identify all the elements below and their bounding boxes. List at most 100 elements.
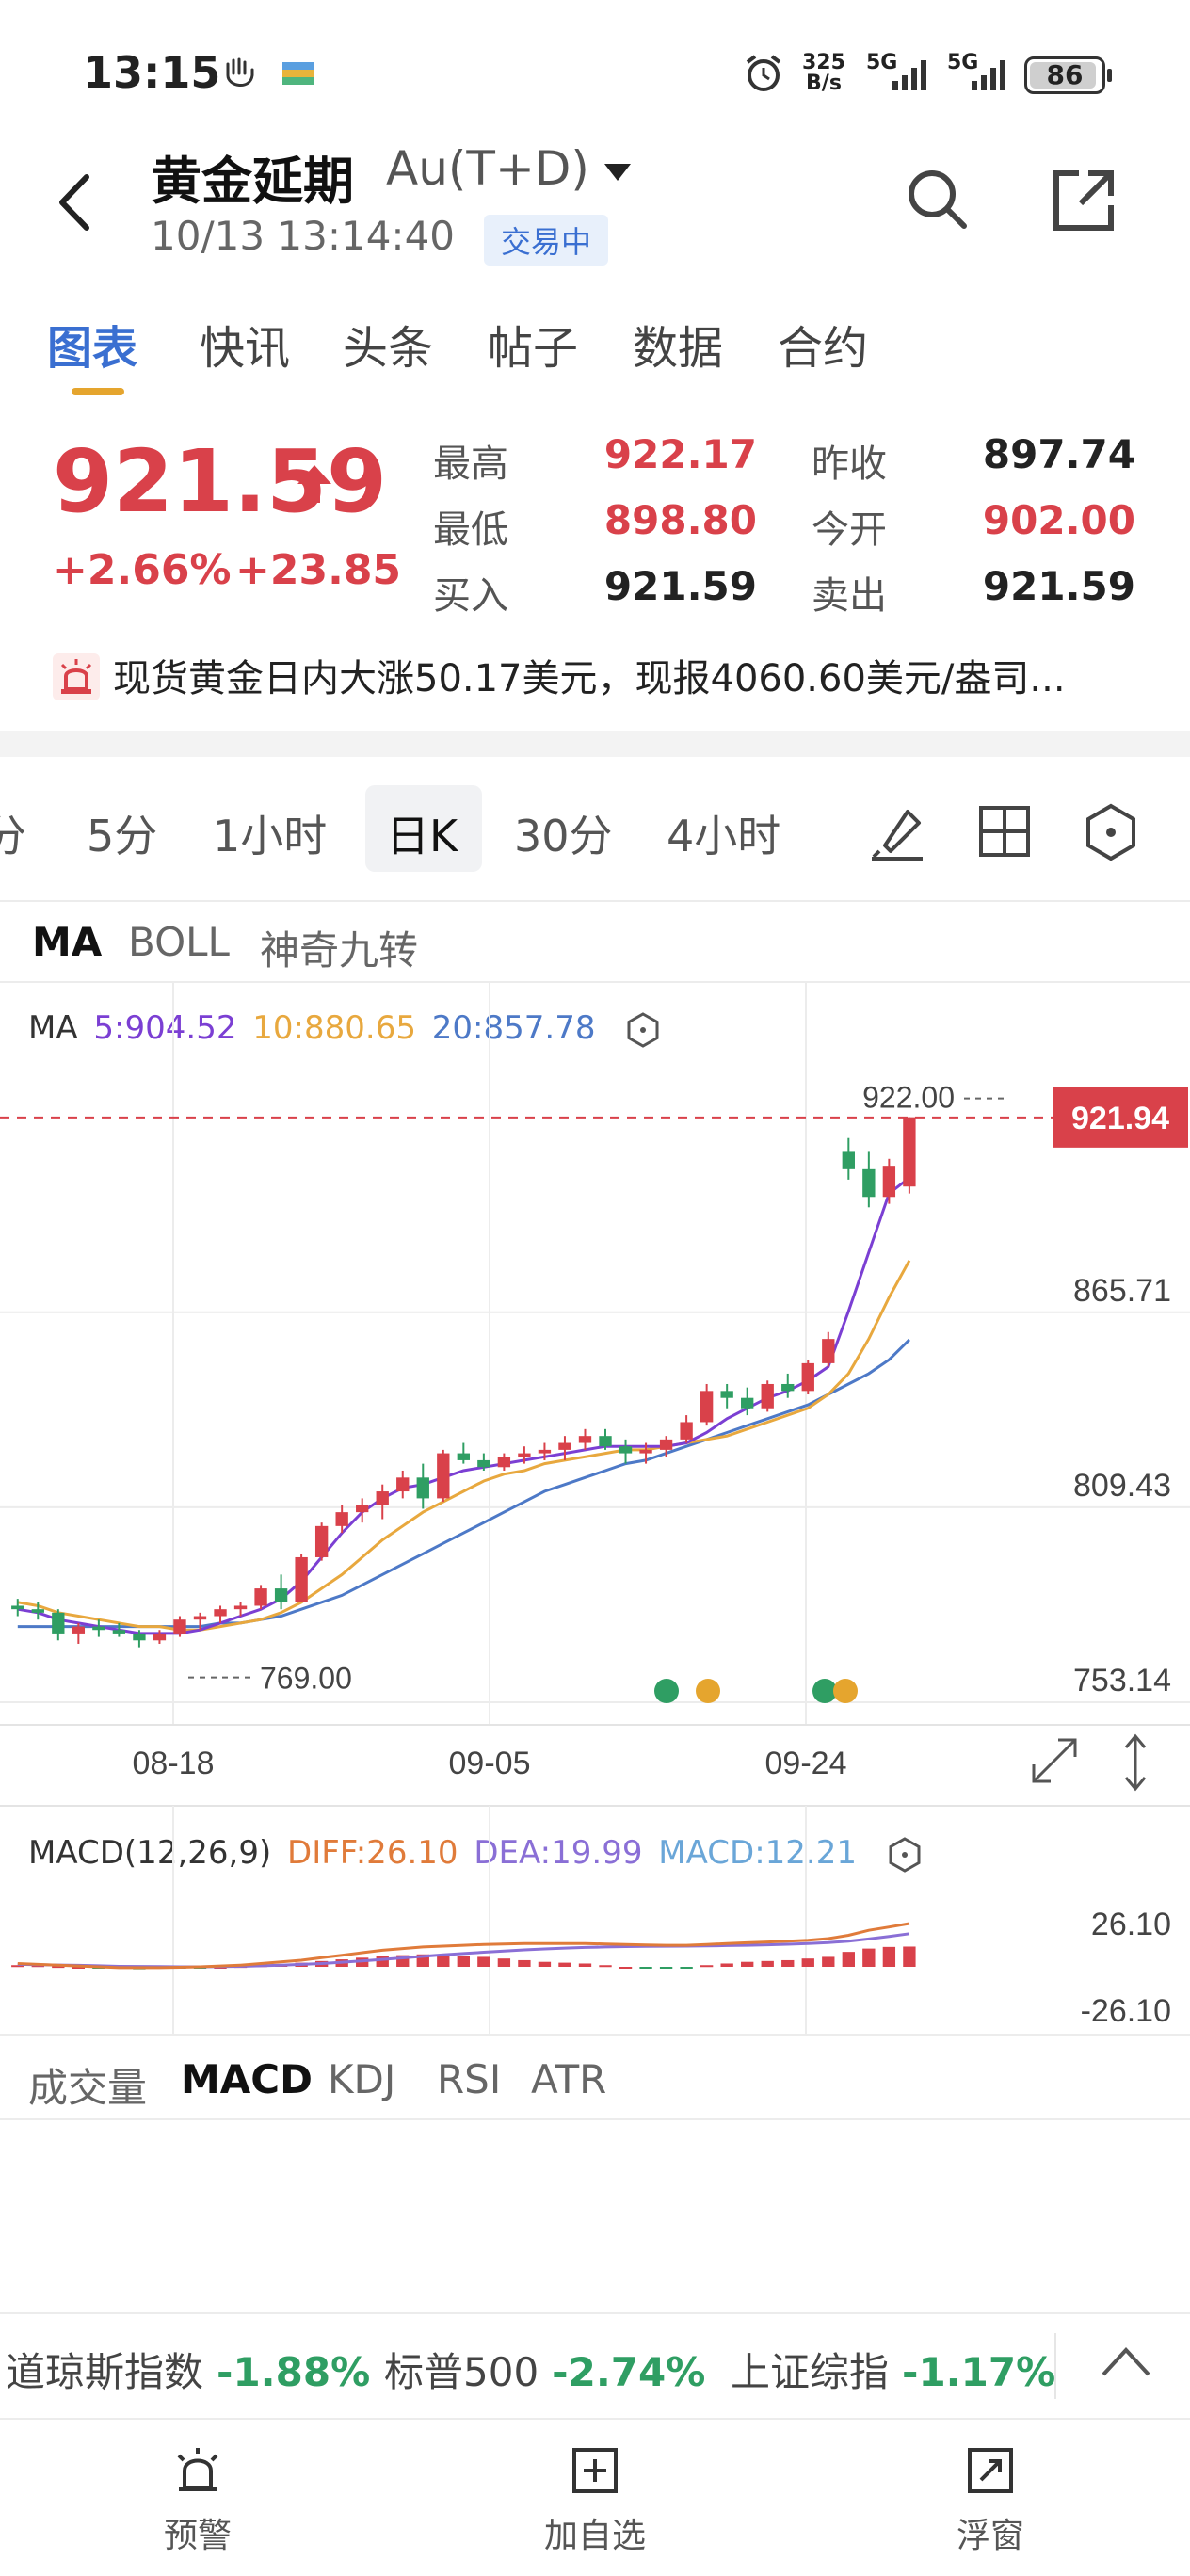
tab-posts[interactable]: 帖子 [488,322,579,375]
period-5min[interactable]: 5分 [87,811,158,861]
ma-legend: MA 5:904.52 10:880.65 20:857.78 [28,1009,662,1049]
candle [274,1574,288,1610]
ticker-sp500[interactable]: 标普500 -2.74% [384,2349,706,2395]
vertical-scale-icon[interactable] [1124,1733,1147,1792]
alarm-clock-icon [746,55,781,91]
indicator-atr[interactable]: ATR [531,2056,607,2102]
arrow-up-icon [298,465,331,503]
macd-histogram-bar [619,1967,633,1969]
event-marker-dot[interactable] [654,1679,679,1703]
candle [153,1630,167,1644]
low-label: 最低 [433,508,508,552]
max-price-label: 922.00 [862,1081,955,1115]
draw-pen-icon[interactable] [866,802,928,864]
x-tick-label: 09-05 [449,1746,531,1781]
macd-histogram-bar [903,1946,916,1967]
indicator-boll[interactable]: BOLL [128,919,230,965]
alert-siren-icon [53,653,100,700]
battery-icon: 86 [1024,56,1112,94]
candle [437,1449,450,1503]
event-marker-dot[interactable] [696,1679,720,1703]
contract-code[interactable]: Au(T+D) [386,141,589,196]
event-marker-dot[interactable] [833,1679,858,1703]
nav-add-watchlist[interactable]: 加自选 [501,2444,689,2557]
candle [882,1158,896,1204]
index-ticker[interactable]: 道琼斯指数 -1.88% 标普500 -2.74% 上证综指 -1.17% [0,2312,1190,2416]
indicator-volume[interactable]: 成交量 [28,2065,148,2111]
bottom-nav: 预警 加自选 浮窗 [0,2418,1190,2576]
tab-headlines[interactable]: 头条 [343,322,434,375]
fullscreen-icon[interactable] [1032,1738,1077,1783]
event-marker-dot[interactable] [812,1679,837,1703]
macd-legend-name: MACD(12,26,9) [28,1834,272,1872]
candle [578,1428,592,1450]
period-minute[interactable]: 分 [0,811,26,861]
chevron-down-icon[interactable] [603,162,633,183]
indicator-ma[interactable]: MA [32,919,103,965]
search-icon[interactable] [904,166,972,233]
indicator-macd[interactable]: MACD [181,2056,313,2102]
bid-value: 921.59 [603,563,757,609]
candle [518,1446,531,1464]
macd-settings-icon[interactable] [886,1836,924,1874]
tab-flash[interactable]: 快讯 [200,322,291,375]
candle [619,1439,633,1464]
period-daily[interactable]: 日K [386,811,458,861]
kline-chart[interactable]: 921.94 922.00 769.00 753.14 809.43 865.71 08-… [0,981,1190,2036]
ticker-shanghai[interactable]: 上证综指 -1.17% [731,2349,1056,2395]
candle [781,1373,795,1398]
period-30min[interactable]: 30分 [514,811,613,861]
divider [0,900,1190,902]
candle [497,1453,511,1471]
macd-histogram-bar [659,1967,673,1969]
chevron-up-icon[interactable] [1100,2343,1152,2380]
macd-histogram-bar [720,1963,733,1967]
period-1hour[interactable]: 1小时 [213,811,328,861]
network-speed: 325 B/s [802,51,845,95]
candles [11,1117,916,1648]
candle [72,1622,86,1644]
status-time: 13:15 [83,47,221,98]
open-value: 902.00 [982,497,1135,543]
candle [52,1609,65,1641]
tab-contract[interactable]: 合约 [778,322,869,375]
indicator-rsi[interactable]: RSI [437,2056,502,2102]
back-arrow-icon[interactable] [53,169,98,235]
page-title: 黄金延期 [151,152,354,211]
share-icon[interactable] [1051,168,1117,233]
news-text: 现货黄金日内大涨50.17美元，现报4060.60美元/盎司... [113,657,1066,700]
current-price-tag-text: 921.94 [1071,1101,1169,1136]
candle [416,1463,429,1509]
candle [862,1151,876,1208]
chart-settings-icon[interactable] [1081,802,1141,862]
macd-histogram-bar [538,1961,552,1967]
divider [0,981,1190,983]
ma-settings-icon[interactable] [624,1011,662,1049]
candle [659,1436,673,1457]
signal-bars-2-icon [972,60,1005,90]
candle [903,1117,916,1194]
candle [31,1602,44,1620]
ticker-dow[interactable]: 道琼斯指数 -1.88% [6,2349,371,2395]
tab-data[interactable]: 数据 [633,322,724,375]
macd-histogram-bar [680,1967,693,1969]
news-alert-banner[interactable]: 现货黄金日内大涨50.17美元，现报4060.60美元/盎司... [53,644,1135,710]
current-price-line: 921.94 [0,1087,1188,1148]
period-active-background [365,785,482,872]
sim1-label: 5G [866,51,898,74]
tab-chart[interactable]: 图表 [47,322,138,375]
nav-alert[interactable]: 预警 [104,2444,292,2557]
candle [295,1554,308,1602]
grid-layout-icon[interactable] [975,802,1034,861]
macd-diff-value: DIFF:26.10 [287,1834,458,1872]
high-value: 922.17 [603,431,757,477]
candle [112,1622,126,1637]
indicator-td9[interactable]: 神奇九转 [260,927,419,974]
macd-histogram-bar [31,1965,44,1968]
axis-labels: 922.00 769.00 753.14 809.43 865.71 08-18 09-05… [133,1081,1171,1792]
indicator-kdj[interactable]: KDJ [328,2056,396,2102]
status-bar: 13:15 325 B/s 5G 5G 86 [0,0,1190,141]
candle [193,1612,207,1631]
period-4hour[interactable]: 4小时 [667,811,781,861]
nav-float-window[interactable]: 浮窗 [896,2444,1085,2557]
